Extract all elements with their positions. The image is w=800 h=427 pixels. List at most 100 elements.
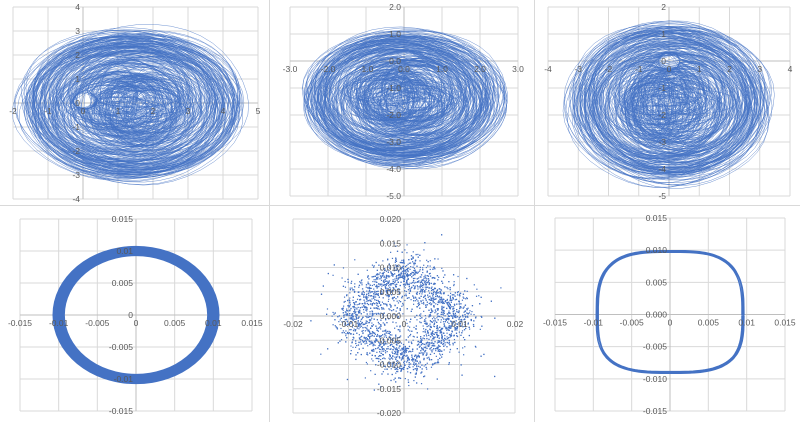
x-tick-label: 0.005 [164,318,186,328]
series [562,20,775,189]
x-tick-label: 0 [667,64,672,74]
x-tick-label: 1.0 [436,64,448,74]
x-tick-label: -0.005 [620,318,644,328]
y-tick-label: -5 [658,191,666,201]
x-tick-label: 0 [402,319,407,329]
y-tick-label: -0.005 [643,342,667,352]
x-tick-label: -0.015 [543,318,567,328]
chart-bottom-left: -0.015 -0.01 -0.005 0 0.005 0.01 0.015 0.015 0.0… [0,206,269,422]
x-tick-label: 0.01 [451,319,468,329]
x-tick-label: -3.0 [283,64,298,74]
y-tick-label: 0 [661,56,666,66]
tick-labels: -0.015 -0.01 -0.005 0 0.005 0.01 0.015 0.015 0.0… [8,214,263,416]
x-tick-label: 2 [727,64,732,74]
x-tick-label: -0.01 [339,319,359,329]
panel-divider [534,0,535,422]
y-tick-label: -4 [72,194,80,204]
x-tick-label: 5 [256,106,261,116]
scatter-plot-bottom-center: -0.02 -0.01 0 0.01 0.020.0200.0150.0100.0050… [283,214,523,418]
panel-divider [269,0,270,422]
x-tick-label: 0.015 [241,318,263,328]
phase-plot-top-center: -3.0 -2.0 -1.0 0.0 1.0 2.0 3.0 2.0 1.0 0.0 -1.0 -2.… [283,2,525,201]
y-tick-label: -2 [72,146,80,156]
y-tick-label: -0.015 [109,406,133,416]
y-tick-label: -0.010 [377,360,401,370]
y-tick-label: -3.0 [386,137,401,147]
y-tick-label: 0.015 [646,213,668,223]
x-tick-label: 1 [116,106,121,116]
x-tick-label: 0 [668,318,673,328]
y-tick-label: -1.0 [386,83,401,93]
x-tick-label: -3 [574,64,582,74]
x-tick-label: 2.0 [474,64,486,74]
chart-bottom-right: -0.015 -0.01 -0.005 0 0.005 0.01 0.015 0.015 0.0… [535,206,800,422]
y-tick-label: -2 [658,110,666,120]
y-tick-label: -0.01 [114,374,134,384]
y-tick-label: 0.000 [646,310,668,320]
chart-top-center: -3.0 -2.0 -1.0 0.0 1.0 2.0 3.0 2.0 1.0 0.0 -1.0 -2.… [270,0,534,205]
x-tick-label: -0.005 [85,318,109,328]
ring-plot-bottom-left: -0.015 -0.01 -0.005 0 0.005 0.01 0.015 0.015 0.0… [8,214,263,416]
y-tick-label: 0.015 [112,214,134,224]
x-tick-label: 0.01 [738,318,755,328]
x-tick-label: -1 [44,106,52,116]
y-tick-label: 0.010 [380,263,402,273]
y-tick-label: 0.015 [380,238,402,248]
tick-labels: -0.02 -0.01 0 0.01 0.020.0200.0150.0100.0050… [283,214,523,418]
x-tick-label: 0 [134,318,139,328]
x-tick-label: 1 [697,64,702,74]
y-tick-label: 0.005 [646,277,668,287]
x-tick-label: -2.0 [321,64,336,74]
y-tick-label: -0.020 [377,408,401,418]
y-tick-label: -3 [658,137,666,147]
y-tick-label: 0.005 [112,278,134,288]
y-tick-label: 2.0 [389,2,401,12]
x-tick-label: 3 [757,64,762,74]
y-tick-label: 4 [75,2,80,12]
x-tick-label: -1 [635,64,643,74]
x-tick-label: 4 [788,64,793,74]
chart-top-left: -2 -1 0 1 2 3 4 5 4 3 2 1 0 -1 -2 -3 -4 [0,0,269,205]
x-tick-label: 3.0 [512,64,524,74]
chart-bottom-center: -0.02 -0.01 0 0.01 0.02 0.020 0.015 0.010 0.005 0… [270,206,534,422]
y-tick-label: -1 [72,122,80,132]
x-tick-label: 0.02 [507,319,524,329]
y-tick-label: -3 [72,170,80,180]
series [301,26,508,170]
y-tick-label: 1.0 [389,29,401,39]
y-tick-label: -0.010 [643,374,667,384]
panel-divider [0,205,800,206]
tick-labels: -3.0 -2.0 -1.0 0.0 1.0 2.0 3.0 2.0 1.0 0.0 -1.0 -2.… [283,2,525,201]
x-tick-label: 3 [186,106,191,116]
loop-plot-bottom-right: -0.015 -0.01 -0.005 0 0.005 0.01 0.015 0.015 0.0… [543,213,796,416]
x-tick-label: -0.01 [49,318,69,328]
y-tick-label: -4.0 [386,164,401,174]
y-tick-label: -5.0 [386,191,401,201]
x-tick-label: -0.015 [8,318,32,328]
x-tick-label: -2 [9,106,17,116]
y-tick-label: -0.005 [377,335,401,345]
x-tick-label: 4 [221,106,226,116]
series [595,249,745,374]
y-tick-label: -2.0 [386,110,401,120]
x-tick-label: -0.01 [584,318,604,328]
x-tick-label: 0 [81,106,86,116]
x-tick-label: -1.0 [359,64,374,74]
y-tick-label: 3 [75,26,80,36]
x-tick-label: 0.005 [698,318,720,328]
x-tick-label: 0.0 [398,64,410,74]
y-tick-label: -1 [658,83,666,93]
y-tick-label: 0.010 [646,245,668,255]
y-tick-label: -0.015 [643,406,667,416]
y-tick-label: -0.015 [377,384,401,394]
x-tick-label: 0.015 [774,318,796,328]
series [310,234,502,391]
x-tick-label: 0.01 [205,318,222,328]
y-tick-label: 0.005 [380,287,402,297]
y-tick-label: 2 [75,50,80,60]
y-tick-label: 0.0 [389,56,401,66]
x-tick-label: -0.02 [283,319,303,329]
